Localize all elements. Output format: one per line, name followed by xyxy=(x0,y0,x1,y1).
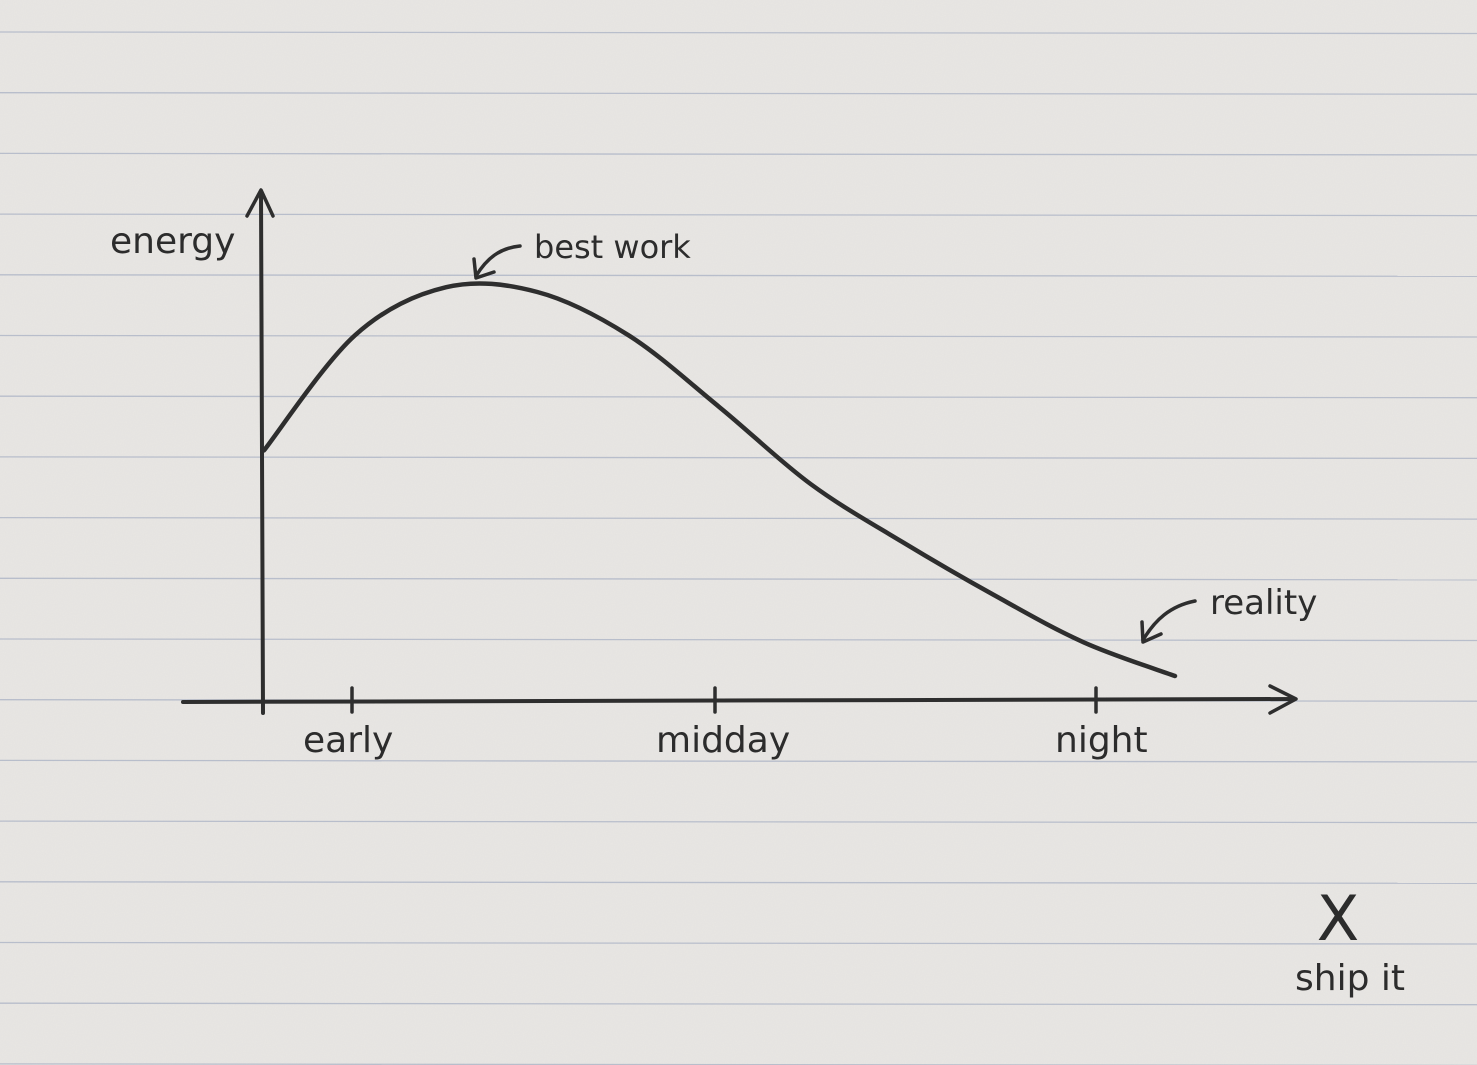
energy-curve xyxy=(261,281,1178,679)
ship-it-mark: X ship it xyxy=(1295,882,1405,999)
ruled-line xyxy=(0,638,1477,642)
ruled-line xyxy=(0,759,1477,763)
ruled-line xyxy=(0,334,1477,338)
x-tick-label-night: night xyxy=(1055,720,1148,761)
ruled-lines xyxy=(0,31,1477,1065)
x-tick-label-early: early xyxy=(303,720,393,761)
x-axis xyxy=(181,684,1298,715)
ruled-line xyxy=(0,274,1477,277)
annotation-arrowhead-reality xyxy=(1140,620,1163,644)
ship-it-label: ship it xyxy=(1295,958,1405,999)
annotation-reality: reality xyxy=(1140,583,1317,644)
ruled-line xyxy=(0,152,1477,156)
y-axis-label: energy xyxy=(110,221,235,262)
x-axis-line xyxy=(181,697,1296,704)
annotation-label-best-work: best work xyxy=(534,228,691,266)
annotation-arrow-best-work xyxy=(474,244,522,278)
y-axis xyxy=(245,188,275,715)
ruled-line xyxy=(0,820,1477,824)
x-tick-label-midday: midday xyxy=(656,720,790,761)
ruled-line xyxy=(0,881,1477,884)
x-ticks xyxy=(350,686,1098,714)
annotation-arrow-reality xyxy=(1141,599,1197,642)
x-axis-arrowhead xyxy=(1268,684,1298,715)
annotation-best-work: best work xyxy=(472,228,691,280)
annotation-arrowhead-best-work xyxy=(472,257,496,280)
annotation-label-reality: reality xyxy=(1210,583,1317,623)
y-axis-arrowhead xyxy=(245,188,275,218)
y-axis-line xyxy=(259,191,265,715)
ship-it-x-mark: X xyxy=(1317,882,1359,955)
ruled-line xyxy=(0,31,1477,35)
ruled-line xyxy=(0,577,1477,581)
ruled-line xyxy=(0,1002,1477,1006)
ruled-line xyxy=(0,941,1477,945)
ruled-line xyxy=(0,395,1477,399)
ruled-line xyxy=(0,516,1477,520)
ruled-line xyxy=(0,456,1477,460)
ruled-line xyxy=(0,92,1477,95)
